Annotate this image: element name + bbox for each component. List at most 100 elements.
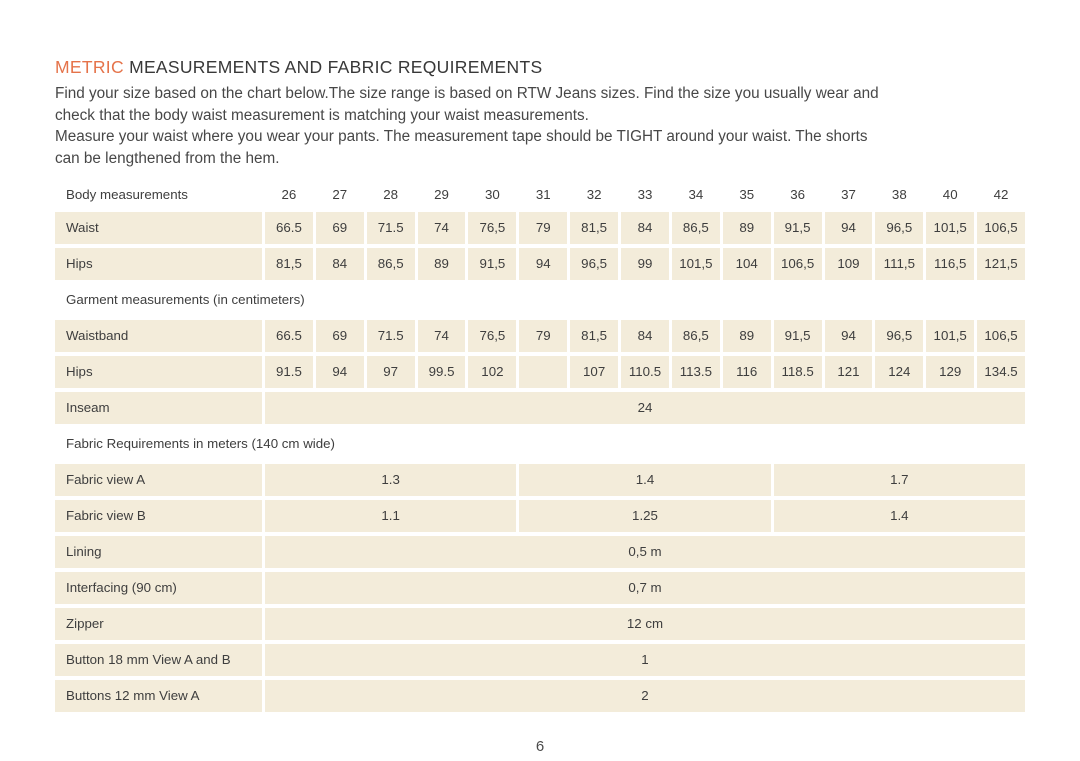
fabric-group-cell: 1.1 bbox=[265, 499, 517, 532]
value-cell: 96,5 bbox=[875, 211, 924, 244]
value-cell: 96,5 bbox=[875, 319, 924, 352]
table-row-fabric-view-a: Fabric view A 1.3 1.4 1.7 bbox=[55, 463, 1025, 496]
size-column-header: 29 bbox=[434, 187, 449, 203]
value-cell: 86,5 bbox=[671, 319, 720, 352]
size-column-header: 35 bbox=[739, 187, 755, 203]
row-label: Hips bbox=[55, 247, 262, 280]
value-cell: 113.5 bbox=[671, 355, 720, 388]
merged-value-cell: 1 bbox=[265, 643, 1025, 676]
value-cell: 121,5 bbox=[977, 247, 1025, 280]
value-cell: 79 bbox=[519, 211, 568, 244]
table-row-buttons-12mm: Buttons 12 mm View A 2 bbox=[55, 679, 1025, 712]
page-title-rest: MEASUREMENTS AND FABRIC REQUIREMENTS bbox=[129, 57, 543, 77]
size-column-header: 30 bbox=[484, 187, 500, 203]
table-row-body-waist: Waist 66.5 69 71.5 74 76,5 79 81,5 84 86… bbox=[55, 211, 1025, 244]
value-cell: 76,5 bbox=[468, 211, 517, 244]
row-label: Waistband bbox=[55, 319, 262, 352]
intro-line: can be lengthened from the hem. bbox=[55, 150, 280, 168]
value-cell: 89 bbox=[722, 211, 771, 244]
value-cell: 99.5 bbox=[417, 355, 466, 388]
value-cell: 96,5 bbox=[570, 247, 619, 280]
value-cell: 106,5 bbox=[773, 247, 822, 280]
value-cell-empty bbox=[519, 355, 568, 388]
size-column-header: 32 bbox=[586, 187, 602, 203]
value-cell: 106,5 bbox=[977, 319, 1025, 352]
value-cell: 94 bbox=[315, 355, 364, 388]
value-cell: 134.5 bbox=[977, 355, 1025, 388]
fabric-group-cell: 1.4 bbox=[773, 499, 1025, 532]
value-cell: 107 bbox=[570, 355, 619, 388]
row-label: Button 18 mm View A and B bbox=[55, 643, 262, 676]
value-cell: 84 bbox=[621, 211, 669, 244]
fabric-group-cell: 1.4 bbox=[519, 463, 771, 496]
size-column-header: 42 bbox=[993, 187, 1009, 203]
value-cell: 94 bbox=[824, 319, 873, 352]
measurements-table: Body measurements 26 27 28 29 30 31 32 3… bbox=[55, 182, 1025, 712]
value-cell: 89 bbox=[722, 319, 771, 352]
value-cell: 79 bbox=[519, 319, 568, 352]
value-cell: 110.5 bbox=[621, 355, 669, 388]
merged-value-cell: 24 bbox=[265, 391, 1025, 424]
page-content: METRIC MEASUREMENTS AND FABRIC REQUIREME… bbox=[55, 57, 1025, 716]
merged-value-cell: 0,7 m bbox=[265, 571, 1025, 604]
body-measurements-header: Body measurements bbox=[66, 187, 188, 203]
fabric-group-cell: 1.25 bbox=[519, 499, 771, 532]
value-cell: 91,5 bbox=[773, 319, 822, 352]
value-cell: 84 bbox=[315, 247, 364, 280]
garment-section-header: Garment measurements (in centimeters) bbox=[66, 292, 305, 308]
sizes-header-row: Body measurements 26 27 28 29 30 31 32 3… bbox=[55, 182, 1025, 208]
size-column-header: 26 bbox=[281, 187, 297, 203]
row-label: Waist bbox=[55, 211, 262, 244]
value-cell: 76,5 bbox=[468, 319, 517, 352]
value-cell: 74 bbox=[417, 211, 466, 244]
value-cell: 69 bbox=[315, 319, 364, 352]
row-label: Inseam bbox=[55, 391, 262, 424]
page-title: METRIC MEASUREMENTS AND FABRIC REQUIREME… bbox=[55, 57, 1025, 78]
size-column-header: 27 bbox=[332, 187, 348, 203]
table-row-fabric-view-b: Fabric view B 1.1 1.25 1.4 bbox=[55, 499, 1025, 532]
page-number: 6 bbox=[535, 738, 545, 755]
value-cell: 99 bbox=[621, 247, 669, 280]
value-cell: 69 bbox=[315, 211, 364, 244]
table-row-zipper: Zipper 12 cm bbox=[55, 607, 1025, 640]
value-cell: 94 bbox=[824, 211, 873, 244]
value-cell: 121 bbox=[824, 355, 873, 388]
size-column-header: 36 bbox=[790, 187, 805, 203]
intro-line: Measure your waist where you wear your p… bbox=[55, 128, 868, 146]
value-cell: 102 bbox=[468, 355, 517, 388]
size-column-header: 31 bbox=[535, 187, 551, 203]
size-column-header: 33 bbox=[637, 187, 653, 203]
value-cell: 91.5 bbox=[265, 355, 313, 388]
value-cell: 118.5 bbox=[773, 355, 822, 388]
merged-value-cell: 12 cm bbox=[265, 607, 1025, 640]
fabric-group-cell: 1.7 bbox=[773, 463, 1025, 496]
value-cell: 101,5 bbox=[671, 247, 720, 280]
value-cell: 94 bbox=[519, 247, 568, 280]
value-cell: 66.5 bbox=[265, 211, 313, 244]
intro-paragraph: Find your size based on the chart below.… bbox=[55, 83, 1025, 170]
value-cell: 116,5 bbox=[926, 247, 975, 280]
value-cell: 86,5 bbox=[366, 247, 415, 280]
table-row-inseam: Inseam 24 bbox=[55, 391, 1025, 424]
row-label: Lining bbox=[55, 535, 262, 568]
merged-value-cell: 2 bbox=[265, 679, 1025, 712]
value-cell: 74 bbox=[417, 319, 466, 352]
value-cell: 81,5 bbox=[570, 211, 619, 244]
table-row-waistband: Waistband 66.5 69 71.5 74 76,5 79 81,5 8… bbox=[55, 319, 1025, 352]
value-cell: 91,5 bbox=[468, 247, 517, 280]
value-cell: 129 bbox=[926, 355, 975, 388]
row-label: Fabric view A bbox=[55, 463, 262, 496]
value-cell: 66.5 bbox=[265, 319, 313, 352]
value-cell: 111,5 bbox=[875, 247, 924, 280]
table-row-button-18mm: Button 18 mm View A and B 1 bbox=[55, 643, 1025, 676]
size-column-header: 28 bbox=[383, 187, 399, 203]
row-label: Interfacing (90 cm) bbox=[55, 571, 262, 604]
merged-value-cell: 0,5 m bbox=[265, 535, 1025, 568]
table-row-interfacing: Interfacing (90 cm) 0,7 m bbox=[55, 571, 1025, 604]
value-cell: 86,5 bbox=[671, 211, 720, 244]
fabric-group-cell: 1.3 bbox=[265, 463, 517, 496]
size-column-header: 38 bbox=[891, 187, 907, 203]
size-column-header: 40 bbox=[942, 187, 958, 203]
fabric-section-header: Fabric Requirements in meters (140 cm wi… bbox=[66, 436, 335, 452]
value-cell: 97 bbox=[366, 355, 415, 388]
